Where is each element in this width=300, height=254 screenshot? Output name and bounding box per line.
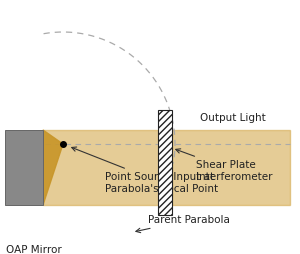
Text: Parent Parabola: Parent Parabola [136,215,230,233]
Text: Output Light: Output Light [200,113,266,123]
Polygon shape [43,130,165,205]
Text: Shear Plate
Interferometer: Shear Plate Interferometer [176,149,272,182]
Bar [5,130,43,205]
Polygon shape [172,130,290,205]
Bar [158,110,172,215]
Polygon shape [43,130,63,205]
Text: Point Source Input at
Parabola's Focal Point: Point Source Input at Parabola's Focal P… [72,147,218,194]
Text: OAP Mirror: OAP Mirror [6,245,62,254]
